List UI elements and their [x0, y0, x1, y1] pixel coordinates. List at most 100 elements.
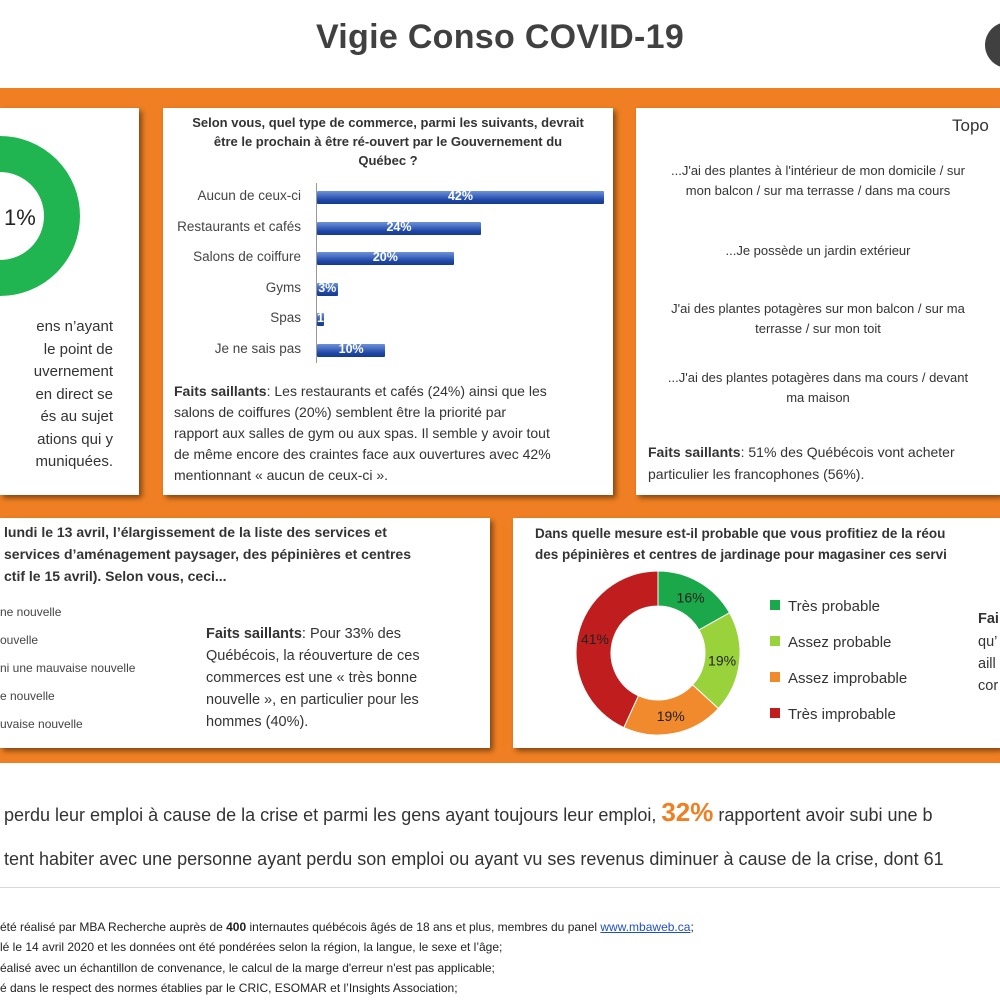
- jardin-side-line: cor: [978, 678, 999, 694]
- lundi-panel: lundi le 13 avril, l’élargissement de la…: [0, 518, 490, 748]
- donut-slice-label: 19%: [657, 708, 685, 724]
- bar-value-label: 3%: [318, 280, 337, 295]
- bar-value-label: 10%: [338, 342, 364, 356]
- chart-panel: Selon vous, quel type de commerce, parmi…: [163, 108, 613, 495]
- footnote-1-post: internautes québécois âgés de 18 ans et …: [246, 920, 601, 934]
- bar-label: Restaurants et cafés: [177, 218, 301, 234]
- footnote-1-bold: 400: [226, 920, 247, 934]
- topo-item-line: J'ai des plantes potagères sur mon balco…: [671, 301, 965, 316]
- lundi-question-line: ctif le 15 avril). Selon vous, ceci...: [4, 568, 227, 584]
- lundi-question-line: services d’aménagement paysager, des pép…: [4, 546, 411, 562]
- bar: [317, 282, 338, 296]
- topo-faits-text: particulier les francophones (56%).: [648, 466, 865, 482]
- chart-faits-text: salons de coiffures (20%) semblent être …: [174, 404, 507, 420]
- left-text-line: le point de: [43, 340, 113, 358]
- lundi-faits-line: hommes (40%).: [206, 714, 308, 730]
- lundi-faits-line: commerces est une « très bonne: [206, 670, 417, 686]
- bar-value-label: 20%: [372, 250, 398, 265]
- left-donut-label: 1%: [4, 205, 36, 230]
- lundi-faits-line: nouvelle », en particulier pour les: [206, 692, 419, 708]
- jardin-side-line: qu’: [978, 634, 998, 650]
- bottom-line-1-pre: perdu leur emploi à cause de la crise et…: [4, 805, 662, 825]
- left-text-line: uvernement: [33, 363, 113, 380]
- chart-faits-text: : Les restaurants et cafés (24%) ainsi q…: [266, 383, 547, 399]
- bar-label: Salons de coiffure: [193, 249, 301, 265]
- topo-item-line: ma maison: [786, 390, 850, 405]
- footnote-4: é dans le respect des normes établies pa…: [0, 981, 458, 995]
- page-header: Vigie Conso COVID-19: [0, 0, 1000, 88]
- chart-faits-line: mentionnant « aucun de ceux-ci ».: [174, 467, 388, 483]
- lundi-option: uvaise nouvelle: [0, 717, 83, 731]
- donut-slice-label: 41%: [581, 631, 609, 647]
- chart-faits-line: de même encore des craintes face aux ouv…: [174, 446, 551, 462]
- lundi-option: ne nouvelle: [0, 605, 62, 619]
- bottom-line-1: perdu leur emploi à cause de la crise et…: [4, 797, 933, 828]
- footnote-3: éalisé avec un échantillon de convenance…: [0, 961, 495, 975]
- topo-faits-line: particulier les francophones (56%).: [648, 466, 864, 482]
- lundi-faits-text: nouvelle », en particulier pour les: [206, 692, 419, 708]
- lundi-faits-line: Faits saillants: Pour 33% des: [206, 626, 401, 642]
- jardin-donut: 16% 19% 19% 41%: [575, 570, 741, 736]
- topo-item-line: ...J'ai des plantes potagères dans ma co…: [667, 370, 969, 385]
- footnote-1: été réalisé par MBA Recherche auprès de …: [0, 920, 694, 934]
- topo-faits-text: : 51% des Québécois vont acheter: [740, 444, 955, 460]
- lundi-faits-text: hommes (40%).: [206, 714, 309, 730]
- bar-label: Gyms: [265, 279, 301, 295]
- legend-item: Assez probable: [770, 634, 891, 651]
- bar: [317, 252, 454, 266]
- legend-swatch: [770, 600, 780, 611]
- chart-title-line: être le prochain à être ré-ouvert par le…: [213, 134, 563, 149]
- bar: [317, 344, 386, 357]
- page-title: Vigie Conso COVID-19: [315, 18, 685, 56]
- chart-title-line: Selon vous, quel type de commerce, parmi…: [192, 115, 584, 130]
- bar-value-label: 24%: [386, 219, 412, 234]
- lundi-faits-text: commerces est une « très bonne: [206, 670, 418, 686]
- left-donut: 1%: [0, 136, 80, 296]
- lundi-faits-bold: Faits saillants: [206, 626, 302, 642]
- jardin-title-line: Dans quelle mesure est-il probable que v…: [535, 526, 946, 541]
- topo-title: Topo: [952, 116, 989, 135]
- legend-label: Très improbable: [788, 706, 896, 723]
- bar: [317, 221, 481, 235]
- chart-title-line: Québec ?: [358, 153, 418, 168]
- footnote-1-pre: été réalisé par MBA Recherche auprès de: [0, 920, 227, 934]
- chart-faits-bold: Faits saillants: [174, 383, 267, 399]
- legend-label: Assez improbable: [788, 670, 908, 687]
- donut-slice-label: 19%: [708, 652, 736, 668]
- logo: [985, 22, 1000, 68]
- legend-label: Très probable: [788, 598, 880, 615]
- bar-axis: [316, 183, 317, 363]
- bar: [317, 313, 324, 327]
- legend-label: Assez probable: [788, 634, 892, 651]
- lundi-faits-text: : Pour 33% des: [301, 626, 402, 642]
- lundi-question-line: lundi le 13 avril, l’élargissement de la…: [4, 524, 387, 540]
- topo-panel: Topo ...J'ai des plantes à l'intérieur d…: [636, 108, 1000, 495]
- lundi-option: e nouvelle: [0, 689, 55, 703]
- donut-slice-label: 16%: [677, 589, 705, 605]
- chart-faits-text: de même encore des craintes face aux ouv…: [174, 446, 551, 462]
- donut-slice: [575, 570, 659, 729]
- chart-faits-line: salons de coiffures (20%) semblent être …: [174, 404, 506, 420]
- bar-label: Aucun de ceux-ci: [197, 188, 301, 203]
- topo-item-line: ...J'ai des plantes à l'intérieur de mon…: [671, 163, 965, 178]
- footer: été réalisé par MBA Recherche auprès de …: [0, 887, 1000, 1001]
- mbaweb-link[interactable]: www.mbaweb.ca: [600, 920, 691, 934]
- legend-item: Très probable: [770, 598, 880, 615]
- chart-faits-line: rapport aux salles de gym ou aux spas. I…: [174, 425, 550, 441]
- lundi-option: ni une mauvaise nouvelle: [0, 661, 136, 675]
- legend-swatch: [770, 636, 780, 647]
- bar: [317, 191, 604, 204]
- legend-swatch: [770, 708, 780, 719]
- legend-swatch: [770, 672, 780, 683]
- left-text-line: en direct se: [35, 385, 113, 403]
- left-text-line: muniquées.: [35, 453, 113, 470]
- jardin-title-line: des pépinières et centres de jardinage p…: [535, 547, 947, 562]
- jardin-side-line: aill: [978, 656, 996, 672]
- lundi-faits-text: Québécois, la réouverture de ces: [206, 648, 420, 664]
- chart-faits-text: mentionnant « aucun de ceux-ci ».: [174, 467, 389, 483]
- lundi-option: ouvelle: [0, 633, 39, 647]
- topo-item-line: terrasse / sur mon toit: [755, 321, 881, 336]
- legend-item: Assez improbable: [770, 670, 907, 687]
- bar-label: Spas: [270, 310, 301, 326]
- bar-value-label: 1%: [317, 311, 336, 326]
